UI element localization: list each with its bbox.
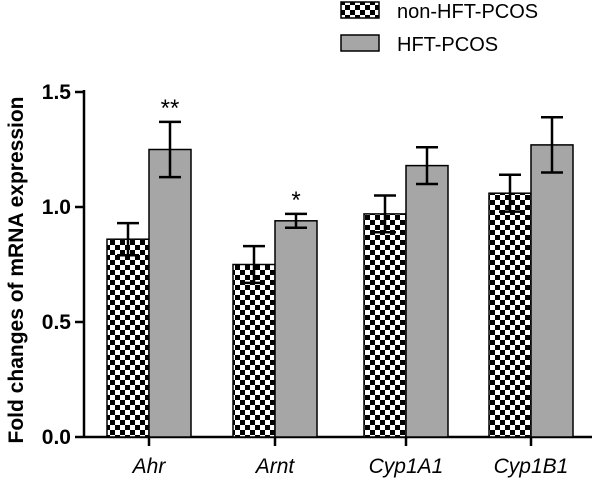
x-tick-label: Cyp1B1	[494, 455, 569, 478]
bar-hft-pcos-cyp1b1	[530, 144, 574, 438]
bar-hft-pcos-ahr	[148, 148, 192, 438]
y-tick-label: 0.0	[42, 426, 71, 449]
bar-non-hft-pcos-cyp1a1	[363, 213, 407, 438]
legend-swatch-non-hft-pcos	[340, 1, 380, 19]
y-tick-label: 1.0	[42, 196, 71, 219]
x-tick-label: Arnt	[254, 455, 296, 478]
bars	[106, 144, 574, 438]
legend-label-non-hft-pcos: non-HFT-PCOS	[397, 1, 538, 23]
bar-non-hft-pcos-arnt	[232, 263, 276, 438]
legend: non-HFT-PCOS HFT-PCOS	[340, 1, 538, 56]
legend-label-hft-pcos: HFT-PCOS	[397, 34, 498, 56]
bar-hft-pcos-cyp1a1	[405, 164, 449, 438]
x-tick-label: Ahr	[131, 455, 167, 478]
legend-swatch-hft-pcos	[340, 34, 380, 52]
significance-marker: **	[161, 95, 180, 122]
x-tick-label: Cyp1A1	[369, 455, 444, 478]
bar-non-hft-pcos-ahr	[106, 238, 150, 438]
bar-hft-pcos-arnt	[274, 220, 318, 438]
y-axis-label: Fold changes of mRNA expression	[5, 97, 28, 444]
significance-marker: *	[291, 187, 300, 214]
error-bars	[117, 116, 563, 285]
y-tick-label: 0.5	[42, 311, 72, 334]
tick-labels: 0.0 0.5 1.0 1.5 Ahr ** Arnt * Cyp1A1 Cyp1B1	[42, 81, 569, 478]
y-tick-label: 1.5	[42, 81, 72, 104]
bar-non-hft-pcos-cyp1b1	[488, 192, 532, 438]
